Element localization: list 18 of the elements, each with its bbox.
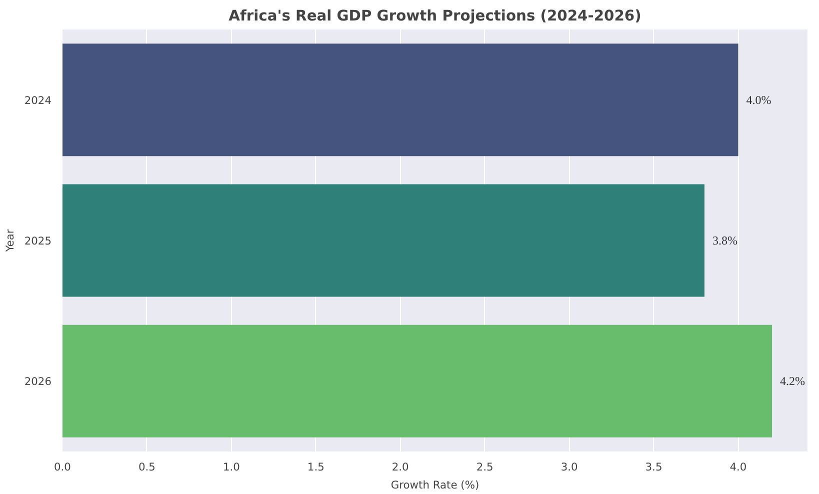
x-tick-label: 2.5 [476, 460, 494, 474]
y-tick-label: 2026 [24, 375, 52, 388]
data-label: 4.0% [746, 92, 772, 107]
x-axis-title: Growth Rate (%) [390, 478, 480, 492]
x-tick-label: 0.5 [138, 460, 156, 474]
x-tick-label: 1.5 [307, 460, 324, 474]
y-axis-title: Year [3, 228, 16, 253]
x-tick-label: 3.5 [645, 460, 662, 474]
chart-title: Africa's Real GDP Growth Projections (2024-2026) [228, 8, 642, 24]
y-tick-label: 2025 [24, 234, 52, 248]
x-tick-label: 0.0 [54, 460, 72, 474]
x-tick-label: 2.0 [392, 460, 410, 474]
x-tick-label: 1.0 [222, 460, 240, 474]
y-tick-label: 2024 [24, 94, 52, 107]
data-label: 3.8% [712, 234, 738, 248]
x-tick-label: 3.0 [560, 460, 578, 474]
data-label: 4.2% [780, 374, 806, 388]
x-tick-label: 4.0 [730, 460, 747, 474]
